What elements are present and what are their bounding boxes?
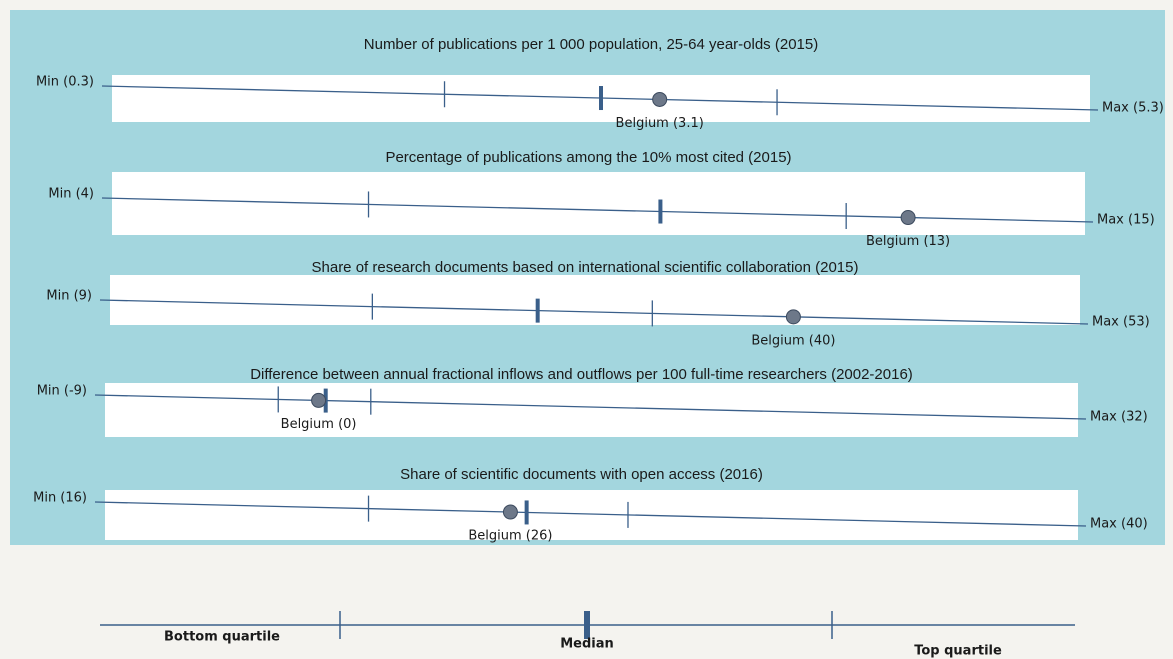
strip: [112, 172, 1085, 235]
country-dot: [900, 210, 916, 226]
chart-title: Percentage of publications among the 10%…: [385, 149, 791, 166]
chart-title: Share of research documents based on int…: [312, 259, 859, 276]
min-label: Min (0.3): [36, 75, 94, 90]
axis-line: [94, 394, 1087, 420]
median-mark: [524, 500, 529, 525]
strip: [105, 490, 1078, 540]
max-label: Max (40): [1090, 517, 1148, 532]
max-label: Max (15): [1097, 213, 1155, 228]
country-dot: [311, 392, 327, 408]
max-label: Max (32): [1090, 410, 1148, 425]
axis-line: [101, 197, 1094, 223]
min-label: Min (16): [33, 491, 87, 506]
country-dot: [652, 91, 668, 107]
median-mark: [535, 298, 540, 323]
median-mark: [599, 86, 603, 111]
chart-title: Share of scientific documents with open …: [400, 466, 763, 483]
country-label: Belgium (3.1): [616, 116, 704, 131]
chart-title: Difference between annual fractional inf…: [250, 366, 913, 383]
max-label: Max (53): [1092, 315, 1150, 330]
chart-title: Number of publications per 1 000 populat…: [364, 36, 818, 53]
legend: Bottom quartile Median Top quartile: [100, 611, 1075, 659]
strip: [110, 275, 1080, 325]
min-label: Min (4): [48, 187, 94, 202]
country-label: Belgium (0): [281, 417, 357, 432]
axis-line: [94, 501, 1087, 527]
country-label: Belgium (26): [468, 529, 552, 544]
median-mark: [658, 199, 663, 224]
max-label: Max (5.3): [1102, 101, 1164, 116]
country-dot: [785, 309, 801, 325]
legend-label: Top quartile: [914, 644, 1002, 659]
min-label: Min (-9): [37, 384, 87, 399]
legend-median: [584, 611, 590, 639]
country-label: Belgium (13): [866, 234, 950, 249]
legend-label: Bottom quartile: [164, 630, 280, 645]
axis-line: [99, 299, 1089, 325]
min-label: Min (9): [46, 289, 92, 304]
legend-label: Median: [560, 637, 614, 652]
country-label: Belgium (40): [751, 333, 835, 348]
country-dot: [502, 504, 518, 520]
strip: [105, 383, 1078, 437]
